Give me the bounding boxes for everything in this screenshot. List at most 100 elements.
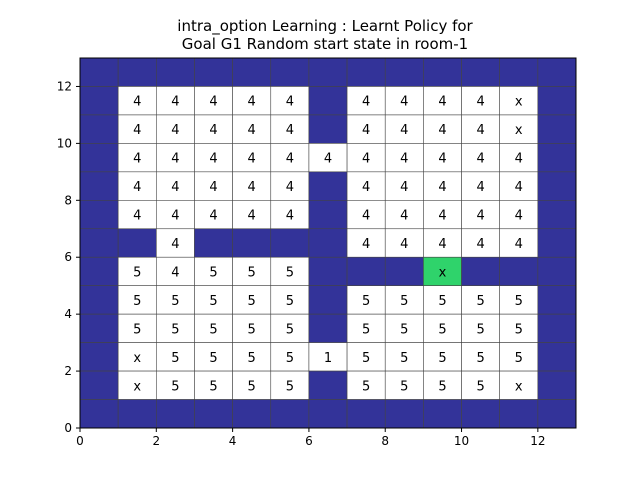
cell-label-r2-c4: 4 bbox=[248, 123, 256, 138]
grid-cell-wall-r0-c0 bbox=[79, 57, 119, 87]
grid-cell-wall-r5-c6 bbox=[308, 200, 348, 230]
grid-cell-free-r9-c7 bbox=[346, 313, 386, 343]
grid-cell-free-r9-c1 bbox=[117, 313, 157, 343]
grid-cell-wall-r7-c6 bbox=[308, 256, 348, 286]
cell-label-r1-c9: 4 bbox=[438, 95, 446, 110]
grid-cell-free-r1-c2 bbox=[156, 86, 195, 116]
axes: 0 2 4 6 8 10 12 0 2 4 6 8 10 12 bbox=[57, 57, 577, 448]
grid-cell-wall-r10-c0 bbox=[79, 342, 119, 372]
chart-title-line-1: intra_option Learning : Learnt Policy fo… bbox=[177, 17, 473, 36]
cell-label-r1-c8: 4 bbox=[400, 95, 408, 110]
y-tick-label: 6 bbox=[64, 250, 72, 264]
cell-label-r4-c11: 4 bbox=[515, 180, 523, 195]
grid-cell-free-r5-c10 bbox=[461, 200, 500, 230]
grid-cell-free-r8-c10 bbox=[461, 285, 500, 315]
cell-label-r3-c7: 4 bbox=[362, 152, 370, 167]
grid-cell-wall-r0-c10 bbox=[461, 57, 500, 87]
cell-label-r5-c8: 4 bbox=[400, 209, 408, 224]
grid-cell-wall-r8-c0 bbox=[79, 285, 119, 315]
grid-cell-free-r11-c9 bbox=[423, 370, 462, 400]
grid-cell-free-r7-c2 bbox=[156, 256, 195, 286]
cell-label-r4-c8: 4 bbox=[400, 180, 408, 195]
grid-cell-wall-r0-c5 bbox=[270, 57, 310, 87]
grid-cell-wall-r6-c6 bbox=[308, 228, 348, 258]
grid-cell-free-r1-c11 bbox=[499, 86, 539, 116]
grid-cell-free-r1-c3 bbox=[194, 86, 233, 116]
cell-label-r10-c1: x bbox=[133, 351, 141, 366]
grid-cell-free-r7-c4 bbox=[232, 256, 272, 286]
plot-area: 4 4 4 4 4 4 4 4 4 x 4 4 4 4 4 4 4 4 4 x 4 4 4 4 4 4 4 4 4 4 4 4 4 4 4 4 4 4 4 4… bbox=[79, 57, 577, 429]
cell-label-r6-c8: 4 bbox=[400, 237, 408, 252]
grid-cell-wall-r9-c12 bbox=[537, 313, 577, 343]
grid-cell-wall-r10-c12 bbox=[537, 342, 577, 372]
grid-cell-wall-r12-c3 bbox=[194, 399, 233, 429]
grid-cell-free-r6-c8 bbox=[384, 228, 424, 258]
grid-cell-wall-r1-c0 bbox=[79, 86, 119, 116]
cell-label-r11-c7: 5 bbox=[362, 379, 370, 394]
grid-cell-free-r8-c4 bbox=[232, 285, 272, 315]
grid-cell-wall-r0-c6 bbox=[308, 57, 348, 87]
cell-label-r3-c6: 4 bbox=[324, 152, 332, 167]
cell-label-r4-c7: 4 bbox=[362, 180, 370, 195]
grid-cell-wall-r0-c4 bbox=[232, 57, 272, 87]
grid-cell-wall-r0-c12 bbox=[537, 57, 577, 87]
grid-cell-free-r9-c5 bbox=[270, 313, 310, 343]
cell-label-r10-c5: 5 bbox=[286, 351, 294, 366]
y-tick-label: 8 bbox=[64, 193, 72, 207]
grid-cell-wall-r0-c3 bbox=[194, 57, 233, 87]
cell-label-r11-c1: x bbox=[133, 379, 141, 394]
chart-title-line-2: Goal G1 Random start state in room-1 bbox=[182, 35, 468, 53]
cell-label-r2-c5: 4 bbox=[286, 123, 294, 138]
grid-cell-wall-r6-c1 bbox=[117, 228, 157, 258]
cell-label-r11-c11: x bbox=[515, 379, 523, 394]
grid-cell-free-r9-c9 bbox=[423, 313, 462, 343]
grid-cell-wall-r12-c9 bbox=[423, 399, 462, 429]
grid-cell-free-r5-c4 bbox=[232, 200, 272, 230]
cell-label-r10-c2: 5 bbox=[171, 351, 179, 366]
grid-cell-free-r3-c5 bbox=[270, 143, 310, 173]
grid-cell-free-r5-c9 bbox=[423, 200, 462, 230]
grid-cell-free-r8-c1 bbox=[117, 285, 157, 315]
grid-cell-free-r1-c9 bbox=[423, 86, 462, 116]
grid-cell-wall-r12-c11 bbox=[499, 399, 539, 429]
cell-label-r10-c3: 5 bbox=[209, 351, 217, 366]
grid-cell-wall-r5-c0 bbox=[79, 200, 119, 230]
grid-cell-free-r6-c7 bbox=[346, 228, 386, 258]
grid-cell-wall-r3-c12 bbox=[537, 143, 577, 173]
cell-label-r2-c9: 4 bbox=[438, 123, 446, 138]
grid-cell-wall-r12-c0 bbox=[79, 399, 119, 429]
cell-label-r10-c4: 5 bbox=[248, 351, 256, 366]
grid-cell-free-r3-c11 bbox=[499, 143, 539, 173]
grid-cell-free-r2-c4 bbox=[232, 114, 272, 144]
cell-label-r7-c9: x bbox=[439, 265, 447, 280]
grid-cell-free-r5-c7 bbox=[346, 200, 386, 230]
cell-label-r1-c10: 4 bbox=[476, 95, 484, 110]
cell-label-r8-c8: 5 bbox=[400, 294, 408, 309]
grid-cell-free-r8-c5 bbox=[270, 285, 310, 315]
grid-cell-wall-r2-c6 bbox=[308, 114, 348, 144]
grid-cell-free-r9-c10 bbox=[461, 313, 500, 343]
grid-cell-wall-r7-c11 bbox=[499, 256, 539, 286]
grid-cell-wall-r5-c12 bbox=[537, 200, 577, 230]
grid-cell-free-r2-c9 bbox=[423, 114, 462, 144]
cell-label-r2-c10: 4 bbox=[476, 123, 484, 138]
cell-label-r2-c2: 4 bbox=[171, 123, 179, 138]
grid-cell-free-r11-c2 bbox=[156, 370, 195, 400]
cell-label-r6-c11: 4 bbox=[515, 237, 523, 252]
grid-cell-wall-r0-c11 bbox=[499, 57, 539, 87]
cell-label-r8-c1: 5 bbox=[133, 294, 141, 309]
cell-label-r11-c2: 5 bbox=[171, 379, 179, 394]
cell-label-r9-c11: 5 bbox=[515, 322, 523, 337]
grid-cell-wall-r4-c12 bbox=[537, 171, 577, 201]
x-tick-label: 0 bbox=[76, 434, 84, 448]
cell-label-r7-c2: 4 bbox=[171, 265, 179, 280]
grid-cell-wall-r8-c6 bbox=[308, 285, 348, 315]
cell-label-r8-c7: 5 bbox=[362, 294, 370, 309]
grid-cell-wall-r12-c12 bbox=[537, 399, 577, 429]
cell-label-r8-c2: 5 bbox=[171, 294, 179, 309]
grid-cell-free-r2-c8 bbox=[384, 114, 424, 144]
cell-label-r3-c5: 4 bbox=[286, 152, 294, 167]
x-tick-label: 4 bbox=[229, 434, 237, 448]
x-tick-label: 8 bbox=[381, 434, 389, 448]
cell-label-r6-c9: 4 bbox=[438, 237, 446, 252]
